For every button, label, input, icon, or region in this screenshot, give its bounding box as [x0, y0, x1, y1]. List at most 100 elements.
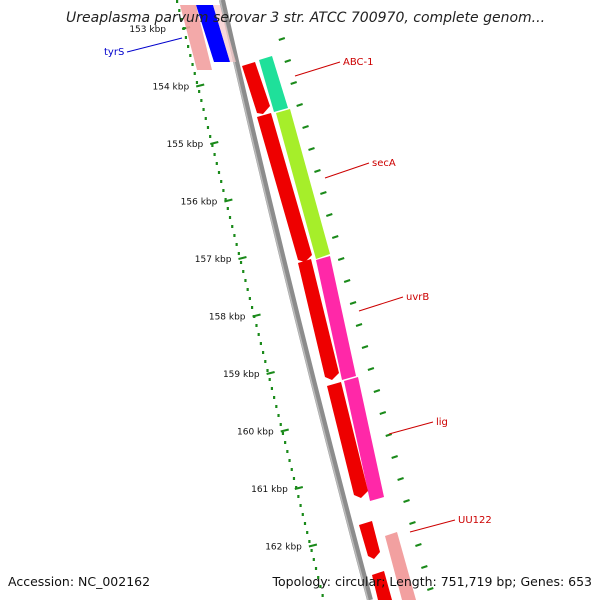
tick-label: 156 kbp [181, 198, 218, 208]
right-tick [314, 169, 321, 173]
tick-label: 162 kbp [265, 543, 302, 553]
gene-faded-feature-bottom[interactable] [385, 532, 416, 600]
genome-backbone-highlight [219, 0, 369, 600]
map-title: Ureaplasma parvum serovar 3 str. ATCC 70… [66, 10, 545, 26]
right-tick [403, 499, 410, 503]
right-tick [278, 37, 286, 41]
scale-major-tick [224, 198, 233, 203]
right-tick [367, 367, 375, 371]
gene-abc1-cds[interactable] [242, 62, 270, 114]
scale-dot [266, 369, 269, 372]
lig-leader-line [388, 421, 434, 435]
right-tick [355, 323, 363, 327]
scale-dot [228, 216, 232, 219]
scale-major-tick [195, 83, 205, 88]
scale-dot [273, 396, 276, 399]
scale-major-tick [266, 371, 275, 375]
tick-label: 155 kbp [167, 140, 204, 150]
scale-dot [279, 423, 282, 426]
right-tick [385, 433, 393, 437]
gene-seca-feature[interactable] [276, 109, 330, 259]
gene-uvrb-feature[interactable] [316, 256, 356, 380]
scale-dot [189, 54, 192, 57]
scale-major-tick [252, 313, 261, 318]
gene-tyrs-faded[interactable] [213, 5, 236, 62]
seca-leader-line [324, 162, 370, 179]
scale-dot [209, 135, 212, 138]
scale-dot [314, 567, 318, 570]
scale-dot [198, 90, 201, 93]
gene-bottom-cds[interactable] [372, 571, 392, 600]
topology-text: Topology: circular; Length: 751,719 bp; … [272, 574, 593, 589]
gene-tyrs-feature[interactable] [196, 5, 230, 62]
gene-label-abc1[interactable]: ABC-1 [343, 57, 373, 68]
scale-dot [215, 162, 218, 165]
right-tick [326, 213, 333, 217]
scale-dot [180, 18, 183, 21]
scale-major-tick [280, 428, 289, 433]
scale-dot [237, 252, 240, 255]
tick-label: 154 kbp [153, 83, 190, 93]
tick-label: 161 kbp [251, 485, 288, 495]
scale-dot [220, 180, 223, 183]
right-tick [415, 543, 422, 547]
scale-dot [295, 486, 298, 489]
scale-dot [310, 549, 313, 552]
scale-dot [261, 351, 265, 354]
gene-lig-feature[interactable] [344, 377, 384, 501]
scale-major-tick [294, 486, 304, 490]
scale-dot [213, 153, 216, 156]
scale-dot [264, 360, 267, 363]
scale-dot [233, 234, 236, 237]
scale-dot [204, 117, 207, 120]
scale-dot [312, 558, 315, 561]
uu122-leader-line [409, 519, 456, 533]
gene-abc1-feature[interactable] [259, 56, 288, 112]
scale-dot [301, 513, 304, 516]
scale-dot [250, 306, 254, 309]
right-tick [409, 521, 416, 525]
scale-dot [200, 99, 203, 102]
scale-dot [184, 36, 188, 39]
scale-dot [202, 108, 205, 111]
right-tick [379, 411, 387, 415]
gene-label-tyrs[interactable]: tyrS [104, 47, 124, 58]
gene-label-seca[interactable]: secA [372, 158, 396, 169]
scale-dot [224, 198, 227, 201]
scale-dot [317, 576, 320, 579]
gene-uu122-cds[interactable] [359, 521, 380, 559]
right-tick [426, 587, 434, 591]
scale-major-tick [210, 141, 219, 145]
accession-text: Accession: NC_002162 [8, 574, 150, 589]
scale-major-tick [308, 543, 318, 548]
right-tick [320, 191, 327, 195]
tick-label: 157 kbp [195, 255, 232, 265]
scale-dot [193, 72, 196, 75]
scale-dot [231, 225, 234, 228]
gene-label-lig[interactable]: lig [436, 417, 448, 428]
scale-dot [284, 441, 287, 444]
scale-dot [222, 189, 225, 192]
scale-dot [306, 531, 309, 534]
right-tick [290, 81, 297, 85]
scale-dot [319, 585, 322, 588]
right-tick [421, 565, 428, 569]
gene-label-uvrb[interactable]: uvrB [406, 292, 429, 303]
tick-label: 153 kbp [129, 25, 166, 35]
scale-dot [288, 459, 291, 462]
gene-faded-feature-top[interactable] [180, 5, 212, 70]
right-tick-marks [278, 37, 434, 591]
gene-seca-cds[interactable] [257, 113, 312, 262]
scale-dot [191, 63, 194, 66]
scale-dot [290, 468, 293, 471]
gene-uvrb-cds[interactable] [298, 259, 339, 380]
scale-dot [277, 414, 280, 417]
scale-tick-labels: 154 kbp 155 kbp 156 kbp 157 kbp 158 kbp 159 k… [129, 25, 302, 553]
scale-dot [303, 522, 307, 525]
right-tick [361, 345, 369, 349]
scale-dot [178, 9, 181, 12]
gene-lig-cds[interactable] [327, 382, 368, 498]
right-tick [331, 235, 339, 239]
gene-label-uu122[interactable]: UU122 [458, 515, 492, 526]
